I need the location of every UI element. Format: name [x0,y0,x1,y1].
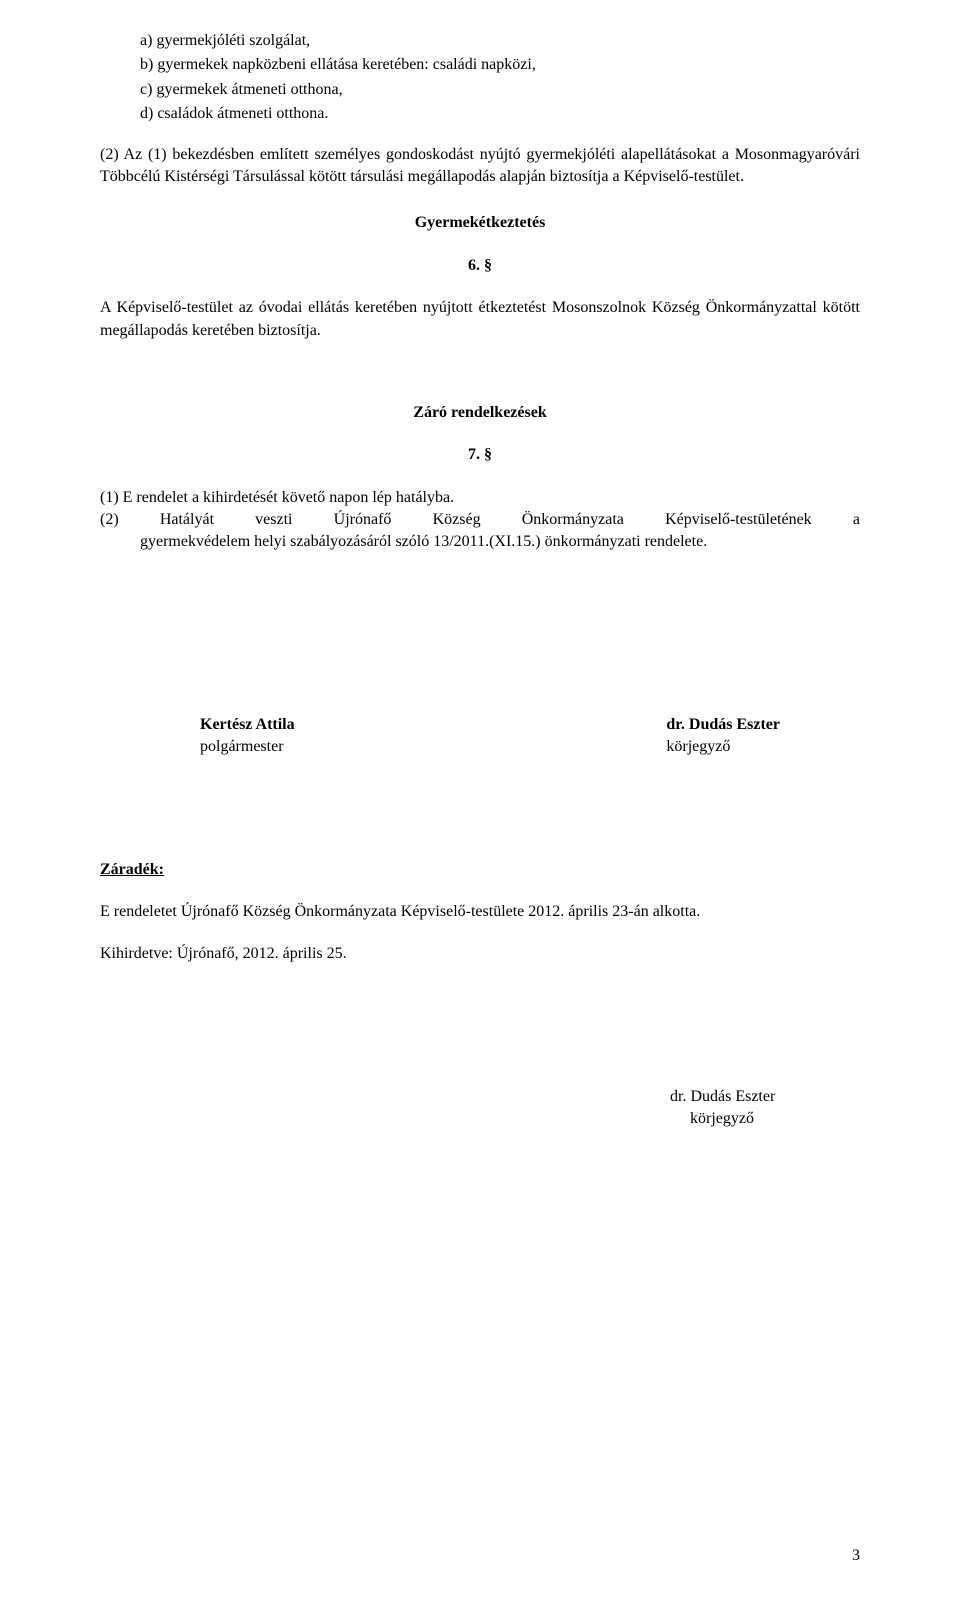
zaradek-line-1: E rendeletet Újrónafő Község Önkormányza… [100,901,860,923]
list-marker: b) [140,56,153,73]
paragraph-2: (2) Az (1) bekezdésben említett személye… [100,144,860,189]
section-number-6: 6. § [100,255,860,277]
paragraph-7-2-line2: gyermekvédelem helyi szabályozásáról szó… [100,531,860,553]
list-item-b: b) gyermekek napközbeni ellátása keretéb… [140,54,860,76]
paragraph-6: A Képviselő-testület az óvodai ellátás k… [100,297,860,342]
list-text: családok átmeneti otthona. [157,105,328,122]
list-item-c: c) gyermekek átmeneti otthona, [140,79,860,101]
heading-zaro-rendelkezesek: Záró rendelkezések [100,402,860,424]
word: veszti [255,509,292,531]
signature-right-name: dr. Dudás Eszter [666,714,780,736]
word: a [853,509,860,531]
signature-row: Kertész Attila polgármester dr. Dudás Es… [100,714,860,759]
signature-left-name: Kertész Attila [200,714,295,736]
list-item-d: d) családok átmeneti otthona. [140,103,860,125]
paragraph-7-2: (2) Hatályát veszti Újrónafő Község Önko… [100,509,860,554]
signature-right-title: körjegyző [666,736,780,758]
bottom-signature-name: dr. Dudás Eszter [670,1086,860,1108]
page-number: 3 [852,1545,860,1567]
section-number-7: 7. § [100,444,860,466]
paragraph-7-2-line1: (2) Hatályát veszti Újrónafő Község Önko… [100,509,860,531]
list-marker: c) [140,81,152,98]
list-text: gyermekek átmeneti otthona, [156,81,342,98]
list-text: gyermekek napközbeni ellátása keretében:… [157,56,536,73]
list-text: gyermekjóléti szolgálat, [156,32,310,49]
word: Újrónafő [334,509,392,531]
word: Képviselő-testületének [665,509,812,531]
bottom-signature: dr. Dudás Eszter körjegyző [670,1086,860,1131]
signature-right: dr. Dudás Eszter körjegyző [666,714,780,759]
word: Község [433,509,481,531]
signature-left-title: polgármester [200,736,295,758]
word: Hatályát [160,509,214,531]
heading-gyermeketkeztetes: Gyermekétkeztetés [100,212,860,234]
list-marker: d) [140,105,153,122]
word: (2) [100,509,119,531]
list-item-a: a) gyermekjóléti szolgálat, [140,30,860,52]
signature-left: Kertész Attila polgármester [200,714,295,759]
word: Önkormányzata [522,509,624,531]
list-marker: a) [140,32,152,49]
zaradek-label: Záradék: [100,859,860,881]
bottom-signature-title: körjegyző [670,1108,860,1130]
zaradek-line-2: Kihirdetve: Újrónafő, 2012. április 25. [100,943,860,965]
paragraph-7-1: (1) E rendelet a kihirdetését követő nap… [100,487,860,509]
